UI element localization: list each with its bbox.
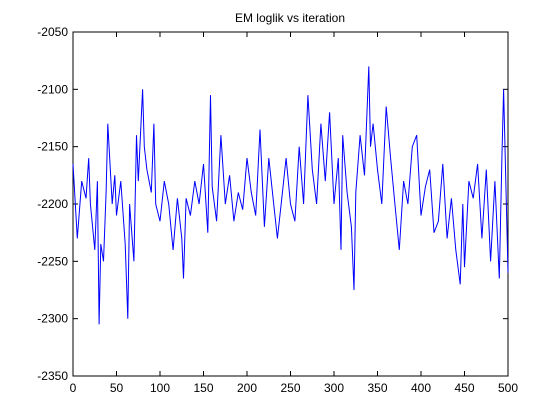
x-tick-label: 400 (411, 381, 431, 395)
y-tick-label: -2300 (37, 312, 68, 326)
x-tick-label: 450 (454, 381, 474, 395)
loglik-series-line (72, 66, 509, 325)
chart-title: EM loglik vs iteration (235, 11, 345, 25)
x-tick-label: 200 (237, 381, 257, 395)
y-tick-label: -2150 (37, 140, 68, 154)
x-tick-label: 250 (280, 381, 300, 395)
x-axis: 0 50 100 150 200 250 300 350 400 450 500 (70, 32, 518, 395)
x-tick-label: 0 (70, 381, 77, 395)
x-tick-label: 500 (498, 381, 518, 395)
y-tick-label: -2050 (37, 25, 68, 39)
x-tick-label: 300 (324, 381, 344, 395)
x-tick-label: 50 (110, 381, 124, 395)
y-tick-label: -2350 (37, 369, 68, 383)
y-axis: -2050 -2100 -2150 -2200 -2250 -2300 -2350 (37, 25, 508, 383)
y-tick-label: -2250 (37, 254, 68, 268)
y-tick-label: -2200 (37, 197, 68, 211)
x-tick-label: 350 (367, 381, 387, 395)
x-tick-label: 150 (193, 381, 213, 395)
x-tick-label: 100 (150, 381, 170, 395)
y-tick-label: -2100 (37, 82, 68, 96)
